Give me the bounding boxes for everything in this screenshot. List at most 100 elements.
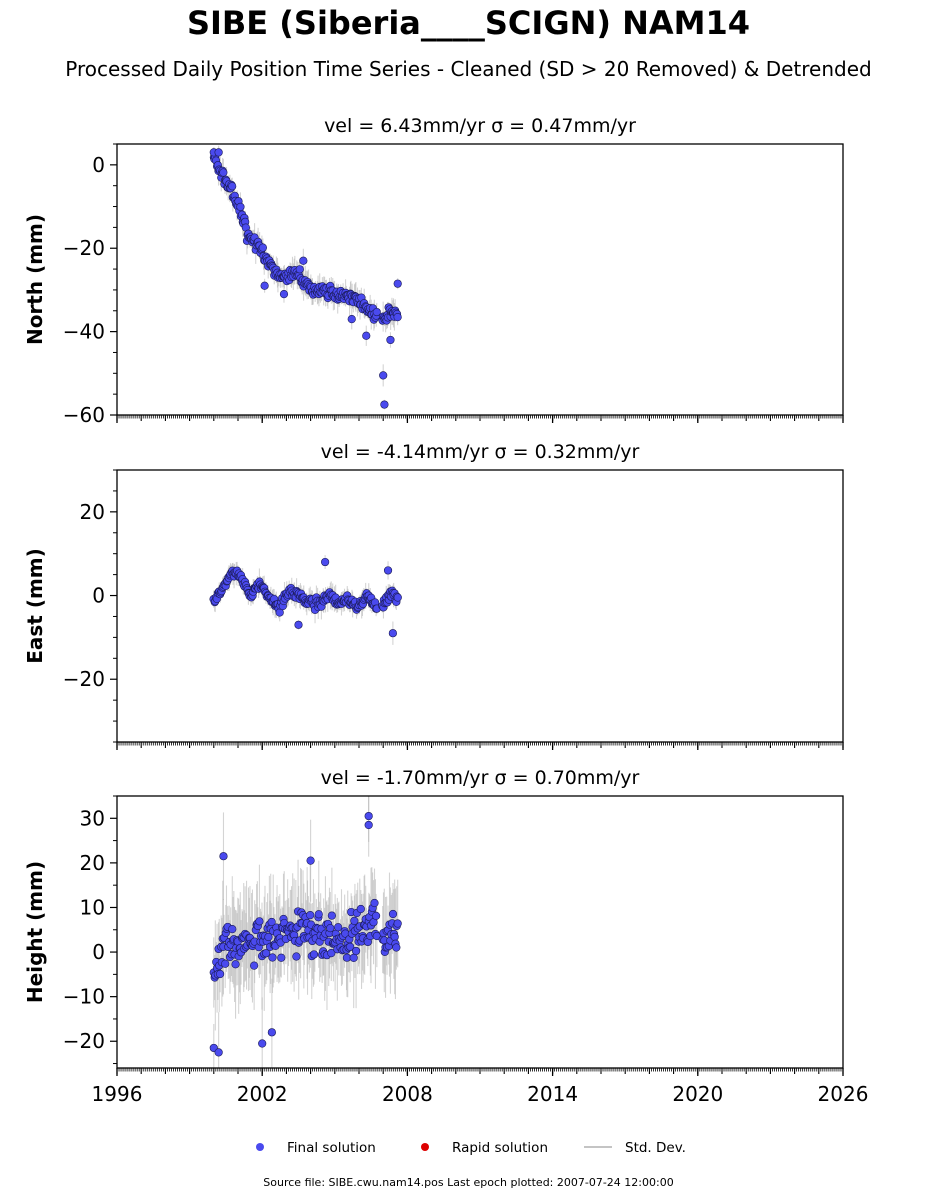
final-solution-point: [228, 182, 237, 191]
final-solution-point: [219, 168, 228, 177]
final-solution-point: [258, 1039, 267, 1048]
final-solution-point: [219, 852, 228, 861]
final-solution-point: [260, 281, 269, 290]
final-solution-point: [228, 925, 237, 934]
final-solution-point: [292, 952, 301, 961]
panel-title: vel = -1.70mm/yr σ = 0.70mm/yr: [321, 767, 640, 789]
final-solution-point: [347, 315, 356, 324]
final-solution-point: [350, 916, 359, 925]
final-solution-point: [306, 911, 315, 920]
y-tick-label: −20: [63, 236, 105, 260]
final-solution-point: [370, 898, 379, 908]
final-solution-point: [383, 566, 393, 575]
y-tick-label: −10: [63, 985, 105, 1009]
final-solution-point: [351, 946, 361, 956]
panel-2: vel = -4.14mm/yr σ = 0.32mm/yr East (mm) 2…: [23, 441, 844, 750]
final-solution-point: [356, 904, 365, 914]
final-solution-point: [231, 960, 240, 969]
legend: Final solution Rapid solution Std. Dev.: [256, 1140, 686, 1156]
panel-1: vel = 6.43mm/yr σ = 0.47mm/yr North (mm) 0…: [23, 115, 844, 427]
final-solution-point: [364, 811, 373, 821]
final-solution-point: [321, 557, 330, 567]
final-solution-point: [379, 371, 388, 380]
final-solution-point: [362, 331, 371, 340]
y-tick-label: 30: [80, 806, 105, 830]
final-solution-point: [388, 629, 397, 638]
data-series: [209, 145, 402, 410]
final-solution-point: [306, 856, 315, 865]
final-solution-point: [327, 948, 336, 958]
final-solution-point: [314, 910, 323, 919]
panel-title: vel = -4.14mm/yr σ = 0.32mm/yr: [321, 441, 640, 463]
source-footer: Source file: SIBE.cwu.nam14.pos Last epo…: [263, 1176, 674, 1189]
final-solution-point: [268, 953, 277, 962]
final-solution-point: [380, 400, 389, 409]
legend-final-swatch: [256, 1143, 264, 1151]
x-tick-label: 2014: [527, 1082, 578, 1106]
y-axis-label: North (mm): [23, 214, 47, 345]
final-solution-point: [393, 279, 402, 288]
y-tick-label: 20: [80, 851, 105, 875]
y-tick-label: 20: [80, 500, 105, 524]
y-tick-label: 0: [92, 584, 105, 608]
final-solution-point: [346, 942, 355, 951]
y-tick-label: −60: [63, 403, 105, 427]
final-solution-point: [372, 307, 381, 317]
y-tick-label: 10: [80, 895, 105, 919]
x-tick-label: 2008: [382, 1082, 433, 1106]
final-solution-point: [267, 1028, 276, 1037]
legend-rapid-swatch: [421, 1143, 429, 1151]
legend-rapid-label: Rapid solution: [452, 1140, 548, 1156]
y-tick-label: −20: [63, 1029, 105, 1053]
x-tick-label: 2002: [237, 1082, 288, 1106]
final-solution-point: [364, 820, 373, 830]
legend-stddev-label: Std. Dev.: [625, 1140, 686, 1156]
final-solution-point: [277, 953, 286, 962]
final-solution-point: [388, 909, 398, 919]
x-tick-label: 2026: [818, 1082, 869, 1106]
final-solution-point: [258, 243, 267, 252]
panel-title: vel = 6.43mm/yr σ = 0.47mm/yr: [324, 115, 636, 137]
chart-subtitle: Processed Daily Position Time Series - C…: [65, 57, 872, 81]
final-solution-point: [393, 313, 402, 322]
panel-3: vel = -1.70mm/yr σ = 0.70mm/yr Height (mm…: [23, 767, 868, 1106]
final-solution-point: [392, 943, 401, 952]
plot-frame: [116, 469, 844, 743]
final-solution-point: [393, 593, 402, 602]
final-solution-point: [349, 953, 358, 962]
final-solution-point: [236, 202, 245, 211]
final-solution-point: [334, 923, 343, 932]
final-solution-point: [264, 932, 273, 942]
final-solution-point: [294, 620, 303, 629]
final-solution-point: [261, 949, 271, 958]
final-solution-point: [327, 911, 336, 920]
final-solution-point: [250, 961, 259, 970]
final-solution-point: [279, 289, 289, 299]
final-solution-point: [295, 265, 304, 274]
x-tick-label: 1996: [92, 1082, 143, 1106]
final-solution-point: [267, 917, 276, 927]
final-solution-point: [299, 256, 308, 265]
final-solution-point: [390, 932, 399, 942]
data-series: [209, 555, 402, 645]
final-solution-point: [214, 1048, 223, 1057]
y-tick-label: 0: [92, 153, 105, 177]
final-solution-point: [221, 959, 230, 968]
y-tick-label: 0: [92, 940, 105, 964]
legend-final-label: Final solution: [287, 1140, 376, 1156]
final-solution-point: [386, 335, 395, 345]
final-solution-point: [255, 917, 264, 926]
y-axis-label: East (mm): [23, 548, 47, 664]
chart-main-title: SIBE (Siberia____SCIGN) NAM14: [186, 4, 751, 42]
final-solution-point: [326, 923, 335, 933]
final-solution-point: [216, 969, 225, 979]
final-solution-point: [214, 148, 223, 157]
x-tick-label: 2020: [672, 1082, 723, 1106]
y-tick-label: −40: [63, 320, 105, 344]
data-series: [209, 796, 402, 1068]
y-tick-label: −20: [63, 667, 105, 691]
final-solution-point: [371, 911, 381, 920]
final-solution-point: [309, 950, 319, 959]
y-axis-label: Height (mm): [23, 861, 47, 1003]
